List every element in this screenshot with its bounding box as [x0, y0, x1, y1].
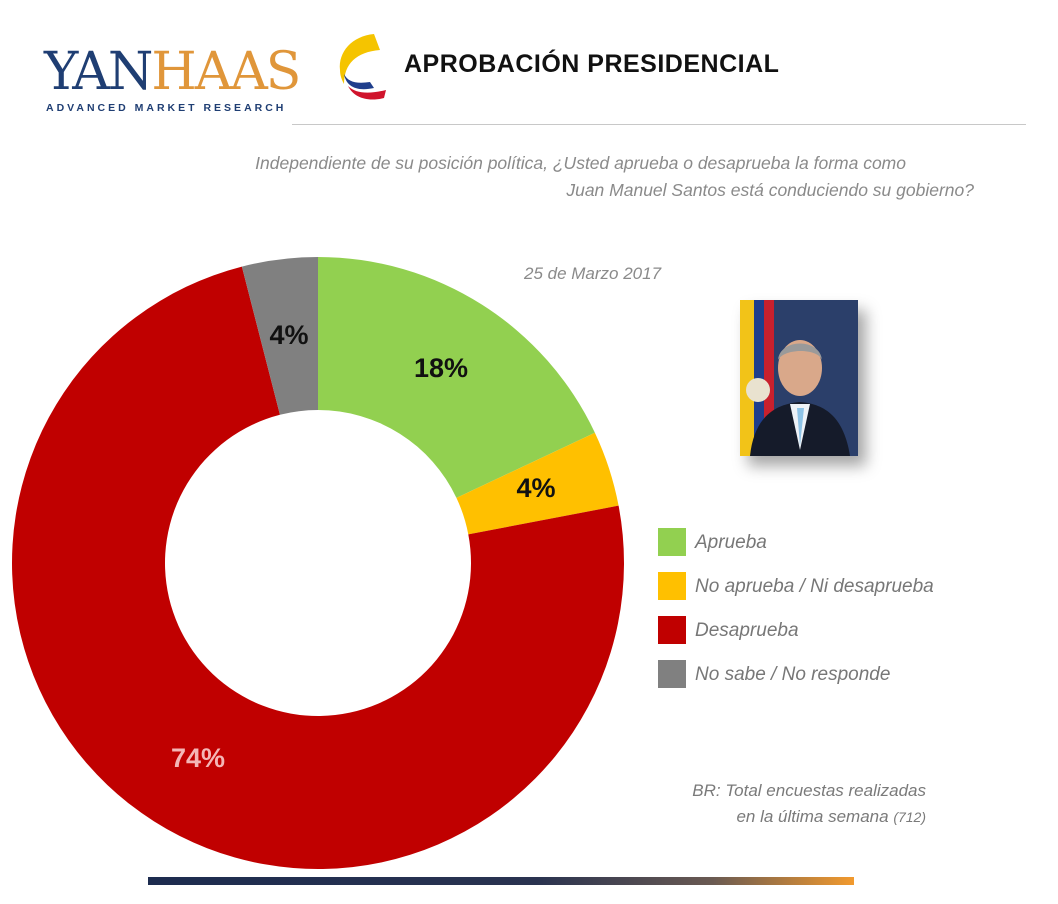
donut-slice-desaprueba: [12, 266, 625, 870]
legend-swatch: [658, 660, 686, 688]
question-line-1: Independiente de su posición política, ¿…: [255, 153, 906, 173]
data-label-aprueba: 18%: [414, 353, 468, 383]
data-label-no-aprueba-ni-desaprueba: 4%: [516, 473, 555, 503]
logo-subtitle: ADVANCED MARKET RESEARCH: [46, 102, 287, 114]
yanhaas-logo: YANHAAS ADVANCED MARKET RESEARCH: [44, 44, 301, 124]
colombia-flag-icon: [339, 34, 386, 100]
data-label-no-sabe-no-responde: 4%: [269, 320, 308, 350]
donut-slice-aprueba: [318, 257, 595, 498]
page-title: APROBACIÓN PRESIDENCIAL: [404, 50, 780, 78]
donut-slice-no-aprueba-ni-desaprueba: [456, 432, 619, 535]
data-label-desaprueba: 74%: [171, 743, 225, 773]
header-divider: [292, 124, 1026, 125]
question-line-2: Juan Manuel Santos está conduciendo su g…: [566, 180, 974, 200]
legend-label: Desaprueba: [695, 620, 799, 641]
logo-wordmark: YANHAAS: [44, 42, 301, 102]
legend-label: No sabe / No responde: [695, 664, 891, 685]
donut-slice-no-sabe-no-responde: [241, 257, 318, 415]
legend-swatch: [658, 572, 686, 600]
legend-label: No aprueba / Ni desaprueba: [695, 576, 934, 597]
sample-note: BR: Total encuestas realizadas en la últ…: [600, 778, 926, 830]
legend-swatch: [658, 616, 686, 644]
president-portrait: [740, 300, 858, 456]
survey-date: 25 de Marzo 2017: [524, 264, 662, 283]
note-line-1: BR: Total encuestas realizadas: [692, 781, 926, 800]
note-line-2: en la última semana: [736, 807, 889, 826]
legend-swatch: [658, 528, 686, 556]
survey-question: Independiente de su posición política, ¿…: [60, 150, 974, 204]
note-sample-size: (712): [893, 809, 926, 825]
footer-bar: [148, 877, 854, 885]
legend-label: Aprueba: [695, 532, 767, 553]
